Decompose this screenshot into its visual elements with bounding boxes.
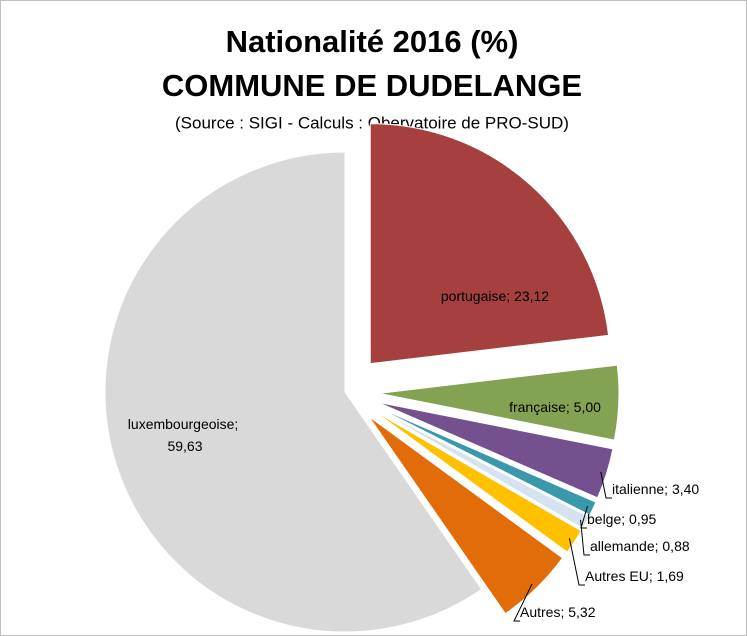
label-category: française (509, 399, 566, 415)
label-category: italienne (612, 481, 664, 497)
data-label: Autres; 5,32 (520, 604, 596, 620)
label-value: 0,95 (629, 511, 656, 527)
label-value: 5,00 (574, 399, 601, 415)
pie-slice (104, 151, 483, 633)
label-value: 3,40 (672, 481, 699, 497)
pie-slice (375, 406, 597, 516)
label-value: 5,32 (568, 604, 595, 620)
label-separator: ; (506, 288, 514, 304)
label-category: belge (587, 511, 621, 527)
data-label: portugaise; 23,12 (441, 288, 549, 304)
label-separator: ; (234, 416, 242, 432)
label-separator: ; (560, 604, 568, 620)
label-separator: ; (655, 538, 663, 554)
data-label: allemande; 0,88 (590, 538, 690, 554)
leader-line (580, 519, 590, 556)
leader-line (600, 471, 612, 499)
data-label: Autres EU; 1,69 (585, 568, 684, 584)
label-value: 1,69 (657, 568, 684, 584)
label-separator: ; (566, 399, 574, 415)
chart-title: Nationalité 2016 (%) (226, 24, 519, 59)
chart-source: (Source : SIGI - Calculs : Obervatoire d… (175, 113, 569, 132)
labels: portugaise; 23,12 française; 5,00 italienn… (128, 288, 699, 622)
label-category: luxembourgeoise (128, 416, 235, 432)
data-label: luxembourgeoise; 59,63 (128, 416, 242, 454)
pie-slice (368, 415, 564, 615)
leader-line (513, 583, 533, 622)
chart-subtitle: COMMUNE DE DUDELANGE (162, 68, 582, 103)
pie-slice (369, 123, 610, 365)
label-separator: ; (664, 481, 672, 497)
pie-slice (377, 401, 614, 499)
pie (104, 123, 620, 633)
data-label: belge; 0,95 (587, 511, 657, 527)
label-category: allemande (590, 538, 655, 554)
leader-line (568, 538, 585, 586)
pie-slice (378, 364, 620, 441)
data-label: italienne; 3,40 (612, 481, 699, 497)
label-value: 0,88 (662, 538, 689, 554)
label-value: 23,12 (514, 288, 549, 304)
label-separator: ; (649, 568, 657, 584)
label-category: Autres (520, 604, 560, 620)
data-label: française; 5,00 (509, 399, 601, 415)
label-value: 59,63 (167, 438, 202, 454)
label-category: Autres EU (585, 568, 649, 584)
label-category: portugaise (441, 288, 507, 304)
label-separator: ; (621, 511, 629, 527)
